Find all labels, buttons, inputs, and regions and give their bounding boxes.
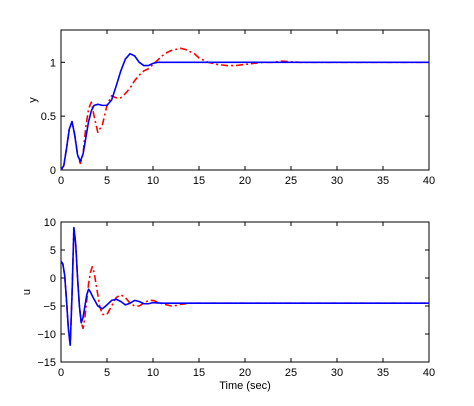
x-tick-label: 5	[104, 367, 110, 379]
x-tick-label: 10	[147, 175, 159, 187]
series-line-blue-solid	[60, 226, 429, 346]
series-line-blue-solid	[60, 52, 429, 171]
y-tick-label: 0	[50, 273, 56, 285]
x-tick-label: 10	[147, 367, 159, 379]
x-tick-label: 5	[104, 175, 110, 187]
x-tick-label: 15	[193, 367, 205, 379]
y-tick-label: 0.5	[41, 111, 56, 123]
x-tick-label: 20	[239, 367, 251, 379]
series-line-red-dashdot	[60, 47, 429, 171]
x-tick-label: 15	[193, 175, 205, 187]
y-tick-label: 10	[44, 217, 56, 229]
x-tick-label: 35	[377, 367, 389, 379]
axes-box	[60, 29, 430, 171]
y-tick-label: 1	[50, 57, 56, 69]
x-axis-label: Time (sec)	[219, 380, 271, 392]
x-tick-label: 25	[285, 175, 297, 187]
y-tick-label: 5	[50, 245, 56, 257]
top-plot: 0 5 10 15 20 25 30 35 40 0 0.5 1 y	[27, 29, 435, 187]
y-tick-label: 0	[50, 165, 56, 177]
y-axis-label: y	[27, 97, 39, 103]
x-tick-label: 0	[58, 367, 64, 379]
series-line-red-dashdot	[60, 226, 429, 346]
y-tick-label: −10	[37, 329, 56, 341]
x-tick-label: 40	[423, 367, 435, 379]
y-axis-label: u	[21, 289, 33, 295]
y-tick-label: −5	[43, 301, 56, 313]
axes-box	[60, 221, 430, 363]
x-tick-label: 30	[331, 175, 343, 187]
x-tick-label: 40	[423, 175, 435, 187]
x-tick-label: 25	[285, 367, 297, 379]
bottom-plot: 0 5 10 15 20 25 30 35 40 10 5 0 −5 −10 −15 u Time (sec)	[21, 217, 435, 392]
x-tick-label: 30	[331, 367, 343, 379]
x-tick-label: 0	[58, 175, 64, 187]
x-tick-label: 35	[377, 175, 389, 187]
y-tick-label: −15	[37, 357, 56, 369]
x-tick-label: 20	[239, 175, 251, 187]
